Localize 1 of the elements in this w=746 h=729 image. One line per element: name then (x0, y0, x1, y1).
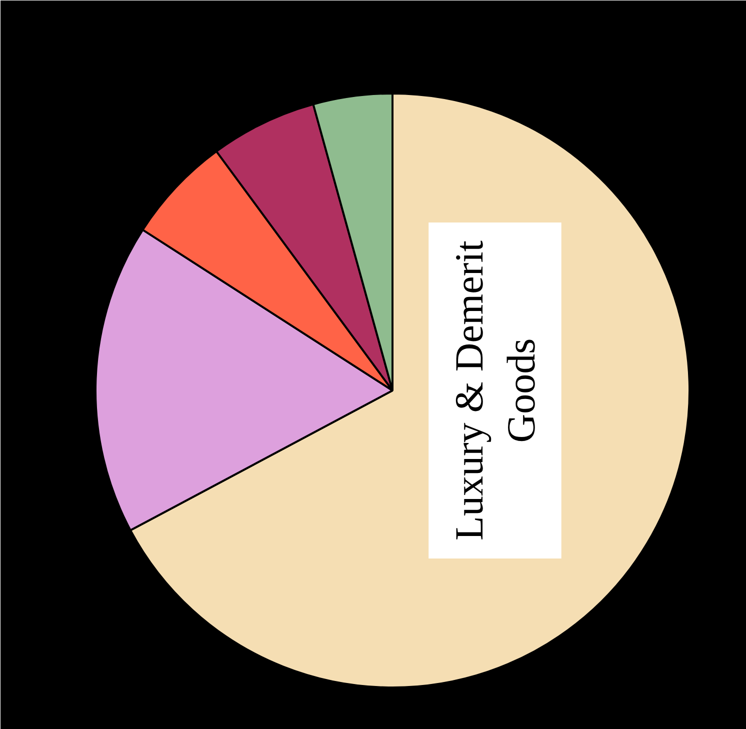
slice-label: Luxury & Demerit Goods (446, 240, 544, 540)
